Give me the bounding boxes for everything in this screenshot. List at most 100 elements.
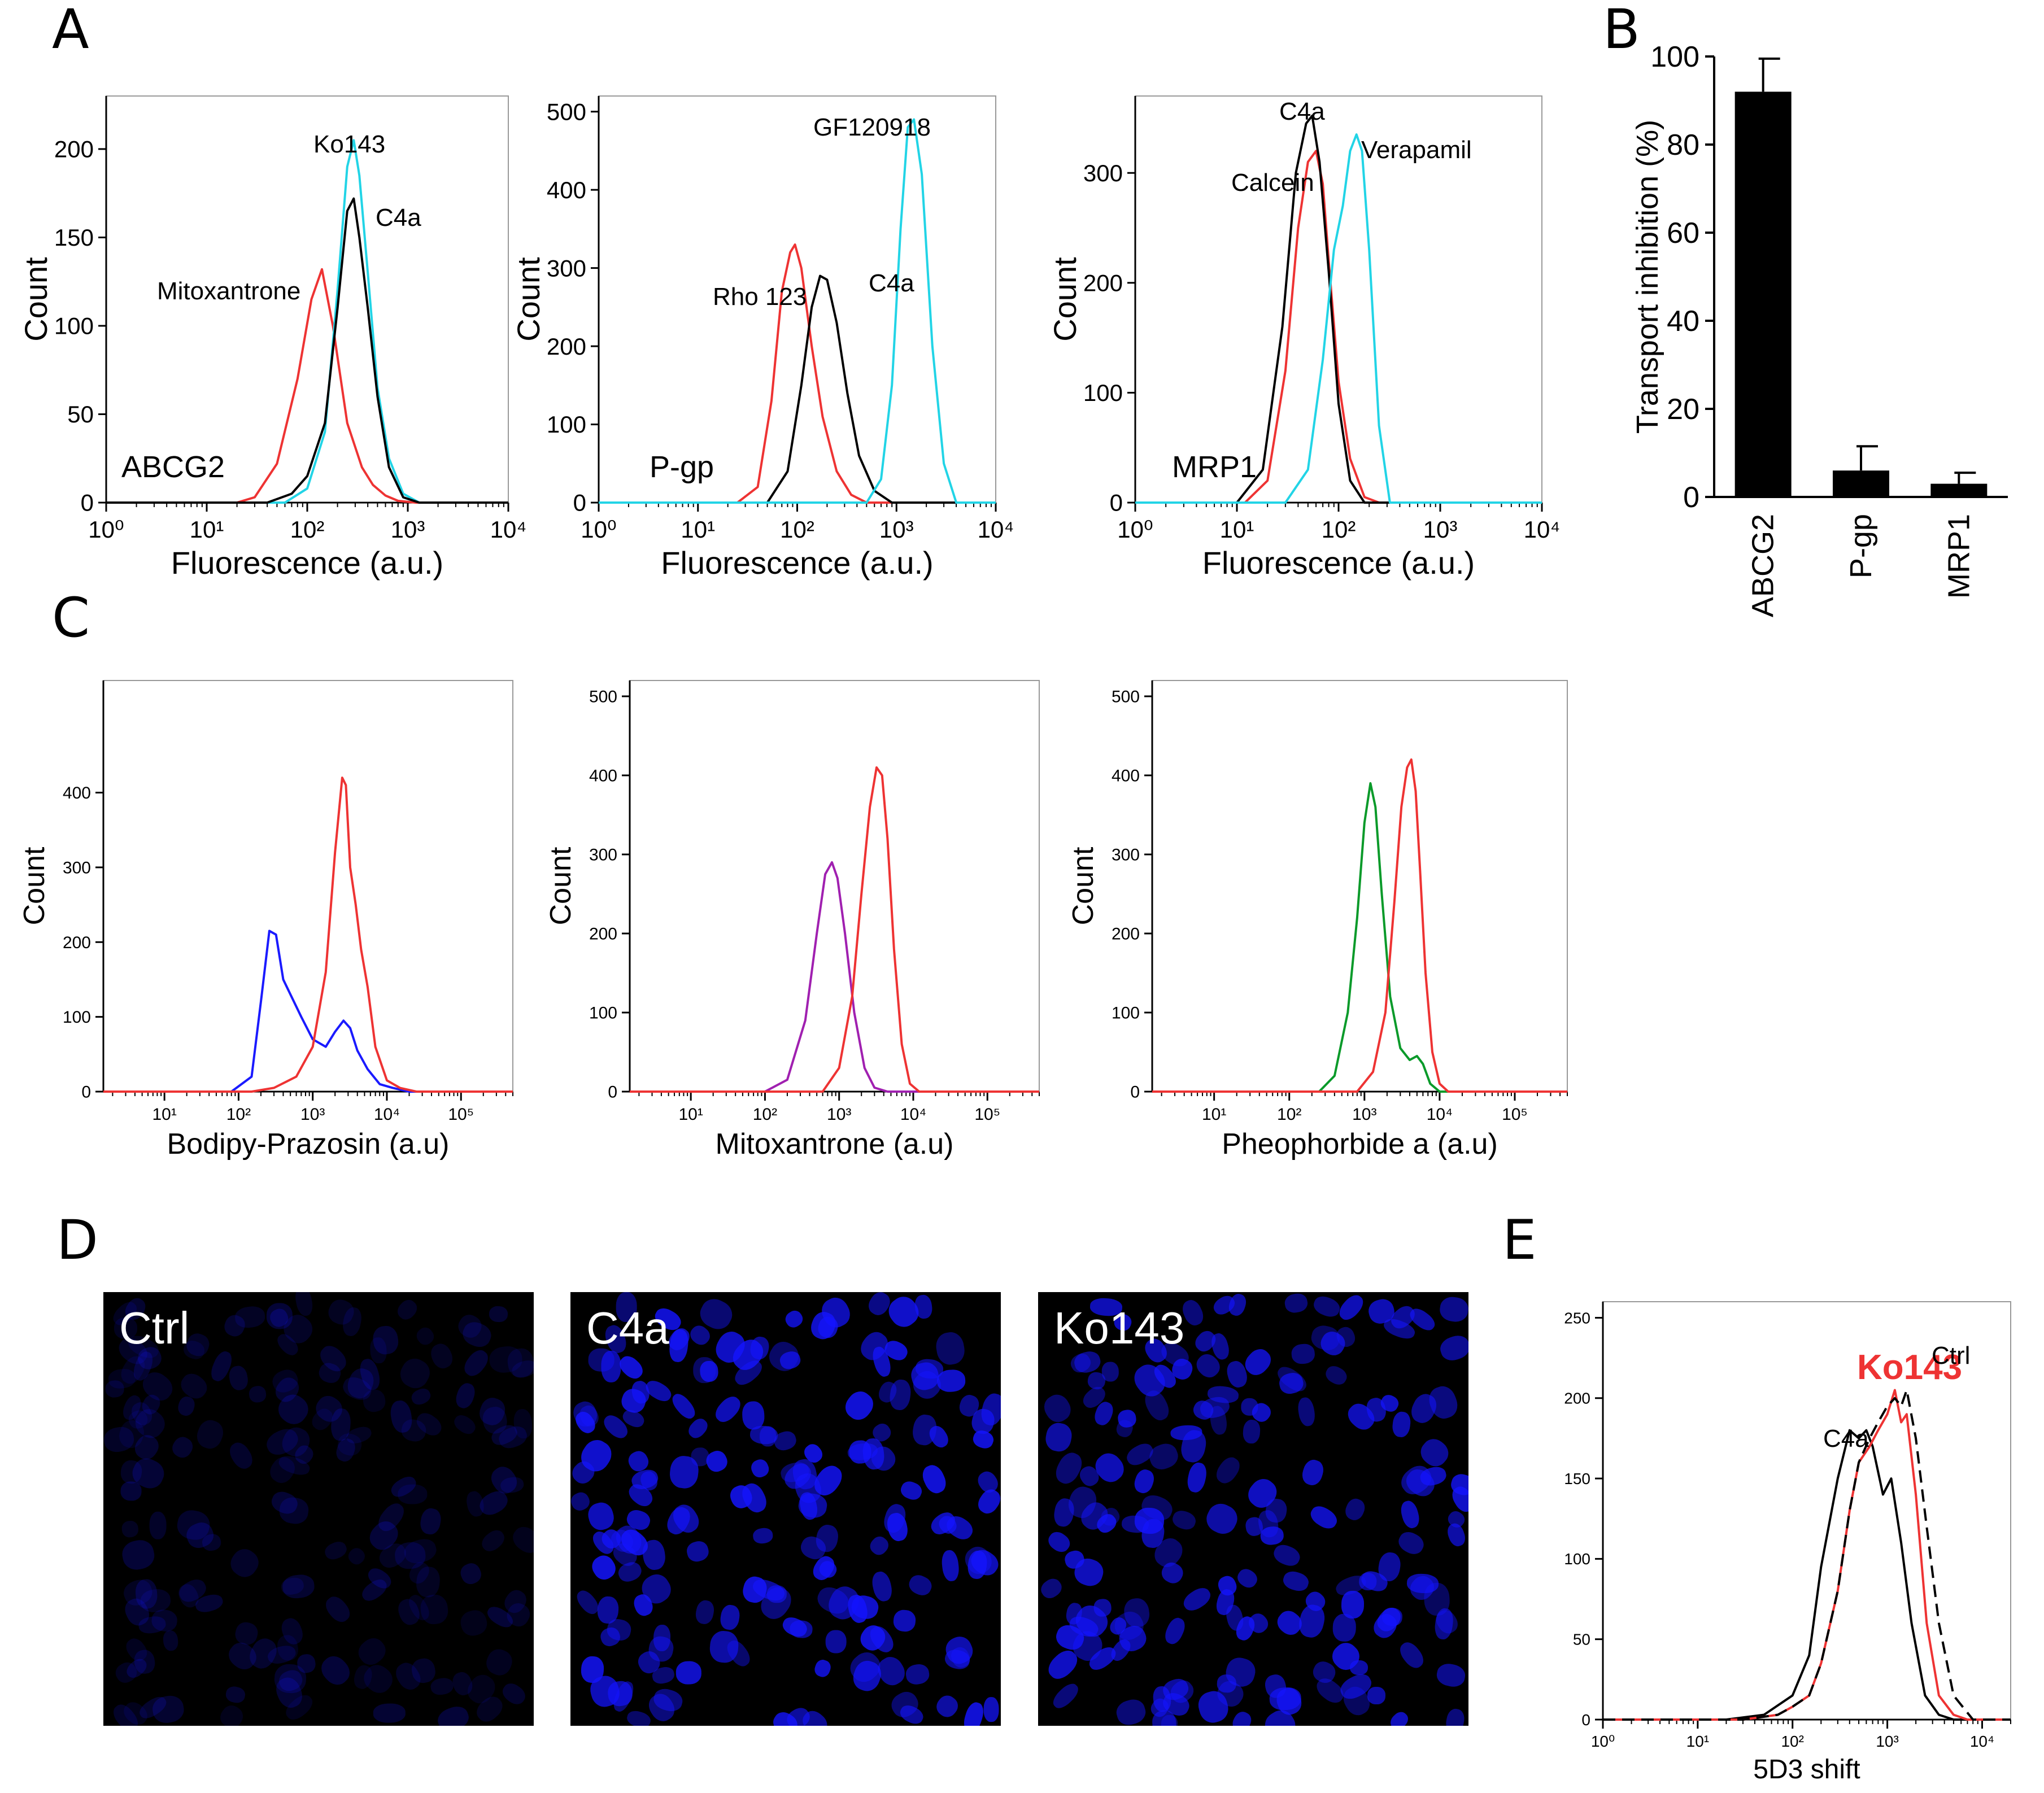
nucleus	[419, 1507, 443, 1536]
nucleus	[1039, 1390, 1075, 1427]
nucleus	[429, 1676, 455, 1696]
x-axis-label: Pheophorbide a (a.u)	[1222, 1128, 1498, 1161]
category-label: P-gp	[1844, 514, 1878, 578]
nucleus	[1180, 1583, 1214, 1615]
x-tick-label: 10⁴	[978, 516, 1014, 543]
y-tick-label: 100	[547, 411, 586, 438]
nucleus	[1114, 1696, 1149, 1726]
nucleus	[120, 1481, 142, 1501]
plot-group: 0 100 200 300 10⁰ 10¹ 10² 10³ 10⁴ Fluorescence (a…	[1047, 95, 1560, 581]
nucleus	[216, 1702, 247, 1726]
nucleus	[247, 1384, 267, 1403]
nucleus	[783, 1307, 806, 1330]
nucleus	[694, 1599, 716, 1626]
nucleus	[1170, 1508, 1198, 1532]
nucleus	[1213, 1454, 1244, 1487]
nucleus	[483, 1645, 516, 1679]
chart-c3-pheophorbide: 0 100 200 300 400 500 10¹ 10² 10³ 10⁴ 10⁵ Pheophorb…	[1062, 649, 1593, 1214]
nucleus	[428, 1341, 456, 1372]
x-tick-label: 10³	[1876, 1733, 1898, 1750]
series-c4a	[106, 197, 508, 504]
panel-label-c: C	[52, 586, 90, 649]
y-tick-label: 60	[1667, 217, 1699, 250]
x-tick-label: 10⁵	[974, 1105, 1000, 1124]
x-tick-label: 10⁰	[1117, 516, 1153, 543]
category-label: ABCG2	[1746, 514, 1780, 617]
y-tick-label: 0	[1130, 1083, 1140, 1102]
nucleus	[458, 1560, 485, 1587]
annotation-label: C4a	[376, 204, 421, 232]
annotation-label: Verapamil	[1361, 136, 1472, 164]
annotation-label: Ko143	[1857, 1348, 1962, 1387]
nucleus	[354, 1633, 390, 1669]
nucleus	[499, 1679, 529, 1708]
y-tick-label: 300	[1083, 160, 1123, 186]
nucleus	[600, 1350, 621, 1382]
nucleus	[692, 1357, 716, 1384]
corner-label: MRP1	[1172, 450, 1257, 484]
plot-frame	[1135, 95, 1542, 503]
x-tick-label: 10⁰	[581, 516, 617, 543]
annotation-label: C4a	[1279, 98, 1325, 125]
x-tick-label: 10¹	[678, 1105, 703, 1124]
nucleus	[1283, 1292, 1309, 1314]
y-tick-label: 300	[1112, 846, 1140, 865]
y-tick-label: 100	[589, 1004, 617, 1023]
y-tick-label: 80	[1667, 129, 1699, 162]
micrograph-label-ctrl: Ctrl	[119, 1303, 190, 1353]
annotation-label: C4a	[869, 269, 914, 297]
nucleus	[322, 1539, 349, 1563]
nucleus	[394, 1296, 421, 1323]
nucleus	[669, 1390, 699, 1422]
series-green	[1152, 782, 1567, 1093]
y-tick-label: 100	[1112, 1004, 1140, 1023]
nucleus	[1045, 1528, 1073, 1555]
nucleus	[899, 1478, 925, 1502]
nucleus	[961, 1700, 986, 1726]
nucleus	[585, 1499, 617, 1533]
x-axis-label: Fluorescence (a.u.)	[1202, 545, 1475, 581]
x-axis-label: Mitoxantrone (a.u)	[716, 1128, 954, 1161]
y-tick-label: 0	[573, 490, 586, 516]
plot-group: 0 100 200 300 400 10¹ 10² 10³ 10⁴ 10⁵ Bodipy-Prazo…	[18, 680, 513, 1161]
y-tick-label: 400	[547, 177, 586, 203]
series-c4a	[1135, 115, 1542, 504]
y-tick-label: 0	[81, 490, 94, 516]
nucleus	[1438, 1295, 1468, 1324]
series-ko143	[1603, 1389, 2011, 1721]
chart-c1-bodipy-prazosin: 0 100 200 300 400 10¹ 10² 10³ 10⁴ 10⁵ Bodipy-Prazo…	[0, 649, 531, 1214]
y-axis-label: Transport inhibition (%)	[1631, 120, 1664, 434]
y-tick-label: 200	[1112, 925, 1140, 944]
nucleus	[1307, 1502, 1340, 1533]
plot-group: 0 100 200 300 400 500 10⁰ 10¹ 10² 10³ 10⁴ Fluoresce…	[511, 95, 1014, 581]
nucleus	[711, 1393, 744, 1426]
nucleus	[1049, 1680, 1082, 1713]
y-tick-label: 20	[1667, 393, 1699, 426]
x-tick-label: 10⁴	[1970, 1733, 1994, 1750]
x-tick-label: 10³	[1423, 516, 1458, 543]
nucleus	[906, 1572, 935, 1599]
x-tick-label: 10¹	[190, 516, 224, 543]
y-tick-label: 500	[547, 98, 586, 125]
y-tick-label: 0	[1581, 1711, 1590, 1729]
x-tick-label: 10⁰	[1591, 1733, 1615, 1750]
y-tick-label: 300	[589, 846, 617, 865]
nucleus	[1296, 1602, 1328, 1640]
nucleus	[457, 1607, 490, 1639]
y-tick-label: 100	[63, 1008, 91, 1027]
nucleus	[225, 1544, 263, 1582]
series-rho-123	[599, 243, 996, 504]
nucleus	[1387, 1709, 1411, 1726]
nucleus	[840, 1386, 878, 1425]
nucleus	[1367, 1686, 1386, 1704]
y-tick-label: 400	[1112, 767, 1140, 786]
nucleus	[1132, 1467, 1157, 1496]
annotation-label: Mitoxantrone	[157, 277, 300, 305]
nucleus	[316, 1651, 355, 1690]
nucleus	[1396, 1638, 1427, 1672]
micrograph-ctrl: Ctrl	[103, 1292, 534, 1726]
y-tick-label: 100	[1083, 379, 1123, 406]
plot-group: 0 50 100 150 200 250 10⁰ 10¹ 10² 10³ 10⁴ 5D3 shift K…	[1564, 1301, 2011, 1785]
nucleus	[345, 1545, 368, 1568]
x-tick-label: 10¹	[1686, 1733, 1709, 1750]
